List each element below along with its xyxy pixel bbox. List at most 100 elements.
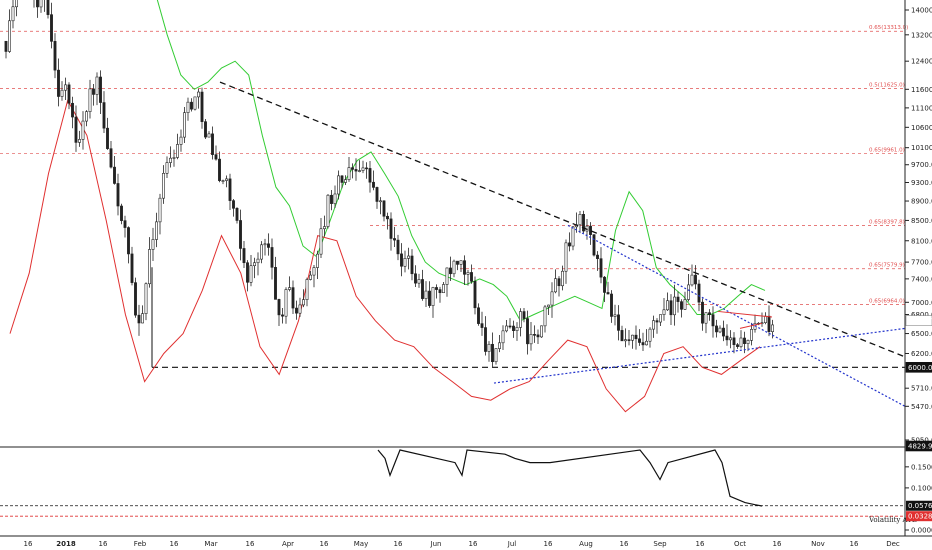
candle-body	[302, 299, 305, 306]
candle-body	[683, 299, 687, 310]
candle-body	[218, 158, 221, 181]
candle-body	[638, 338, 641, 343]
candle	[235, 207, 239, 224]
candle-body	[8, 20, 11, 52]
indicator-annotation: Volatility ATL	[868, 516, 917, 524]
candle-body	[701, 301, 704, 324]
candle-body	[330, 194, 333, 204]
price-tag-box	[905, 362, 932, 373]
candle-body	[645, 340, 648, 346]
candle-body	[67, 84, 71, 104]
x-tick-label: May	[354, 540, 368, 548]
candle-body	[57, 69, 60, 97]
candle-body	[606, 292, 610, 295]
candle	[550, 282, 554, 318]
price-tick-label: 13200.0	[911, 31, 932, 39]
candle	[165, 156, 169, 179]
candle-body	[281, 314, 284, 317]
indicator-tag-label: 0.0328	[908, 513, 932, 521]
candle	[375, 186, 379, 209]
x-axis: 16 2018 16 Feb 16 Mar 16 Apr 16 May 16 Jun 16 Jul 16 Au…	[24, 540, 900, 548]
candle	[459, 260, 463, 273]
candle-body	[676, 296, 680, 302]
candle-body	[116, 183, 120, 207]
candle-body	[288, 287, 291, 290]
price-tick-label: 5710.0	[911, 385, 932, 393]
x-tick-label: Feb	[134, 540, 147, 548]
candle	[512, 320, 515, 338]
rising-support-trendline	[493, 327, 906, 384]
candle	[533, 325, 536, 343]
candle-body	[211, 133, 214, 155]
candle	[445, 267, 449, 297]
candle	[74, 105, 78, 152]
price-tick-label: 6500.0	[911, 330, 932, 338]
candle-body	[365, 167, 368, 170]
candle	[151, 227, 155, 262]
candle	[393, 226, 396, 247]
candle-body	[137, 314, 141, 324]
indicator-levels	[0, 505, 905, 517]
candle-body	[99, 76, 102, 103]
candle-body	[347, 167, 351, 180]
candle	[298, 297, 302, 317]
candle-body	[715, 325, 718, 333]
candle	[589, 222, 592, 245]
candle	[680, 299, 683, 318]
candle-body	[148, 249, 151, 285]
fib-level-label: 0.65(7579.9)	[869, 263, 905, 269]
candle	[561, 265, 564, 291]
candle-body	[78, 139, 81, 143]
candle-body	[431, 287, 435, 306]
candle-body	[141, 313, 144, 324]
candle-body	[613, 314, 617, 317]
candle-body	[711, 314, 715, 327]
indicator-tag: 0.0576	[906, 500, 932, 511]
candle	[403, 250, 407, 273]
candle	[365, 162, 368, 179]
candle-body	[491, 343, 494, 363]
candle-body	[221, 180, 225, 182]
candle	[57, 58, 60, 107]
candle-body	[666, 300, 669, 311]
candle	[270, 238, 274, 280]
price-tag: 4829.9	[905, 440, 932, 452]
candle	[144, 282, 148, 321]
candle-body	[106, 127, 109, 149]
candle-body	[151, 239, 155, 250]
candle	[281, 307, 284, 324]
candle-body	[743, 337, 746, 344]
price-panel-background	[0, 0, 905, 447]
candle-body	[207, 133, 211, 138]
candle	[344, 175, 347, 186]
candle	[641, 332, 645, 352]
candle	[515, 322, 519, 341]
candle	[739, 330, 743, 349]
candle-body	[655, 320, 659, 323]
candle	[648, 327, 652, 348]
indicator-tag-label: 0.0576	[908, 502, 932, 510]
candle-body	[344, 179, 347, 183]
price-tick-label: 5470.0	[911, 403, 932, 411]
candle-body	[179, 136, 183, 145]
candle-body	[253, 262, 256, 267]
price-panel: 0.65(13313.0) 0.5(11625.0) 0.65(9961.0) 0.6…	[0, 0, 909, 447]
candle	[246, 260, 249, 292]
candle	[410, 249, 414, 281]
candle-body	[722, 327, 725, 337]
candle	[109, 141, 113, 169]
candle	[606, 281, 610, 295]
candle-body	[659, 314, 662, 323]
candle-body	[421, 279, 424, 299]
candle	[249, 255, 253, 287]
candle-body	[396, 239, 400, 255]
candle-body	[414, 273, 417, 284]
candle	[666, 292, 669, 311]
candle	[267, 233, 270, 256]
candle	[690, 264, 694, 287]
candle	[197, 88, 200, 109]
price-tick-label: 6200.0	[911, 350, 932, 358]
candle-body	[81, 120, 85, 140]
candle	[127, 226, 130, 264]
